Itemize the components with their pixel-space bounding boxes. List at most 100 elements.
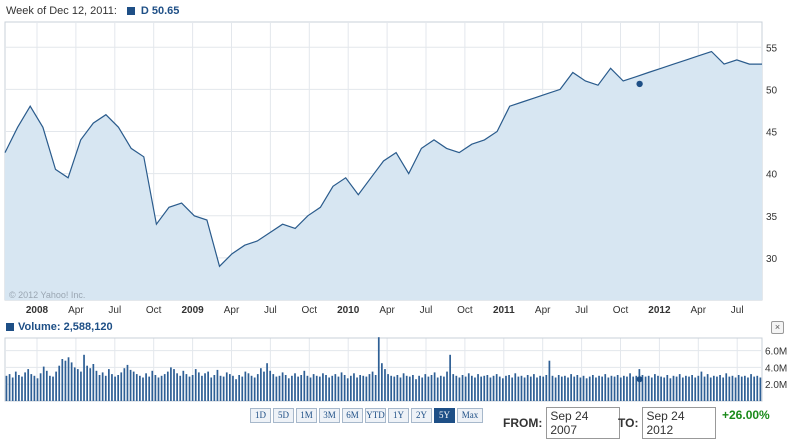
volume-bar (567, 377, 569, 401)
close-volume-button[interactable]: × (771, 321, 784, 334)
range-button-1m[interactable]: 1M (296, 408, 317, 423)
volume-bar (666, 375, 669, 401)
volume-bar (613, 376, 616, 401)
volume-bar (179, 375, 182, 401)
x-axis-ticks: 2008 Apr Jul Oct 2009 Apr Jul Oct 2010 Apr Jul Oct 2… (26, 305, 744, 316)
volume-bar (415, 379, 417, 401)
volume-bar (210, 377, 213, 401)
volume-bar (421, 377, 424, 401)
volume-y-tick-label: 4.0M (765, 363, 787, 374)
to-date-group: TO: Sep 24 2012 (618, 407, 717, 439)
range-button-1d[interactable]: 1D (250, 408, 271, 423)
volume-bar (390, 375, 393, 401)
volume-bar (551, 375, 554, 401)
volume-bar (675, 376, 678, 401)
volume-bar (508, 375, 510, 401)
range-button-2y[interactable]: 2Y (411, 408, 432, 423)
range-button-5y[interactable]: 5Y (434, 408, 455, 423)
volume-bar (554, 377, 557, 401)
volume-bar (579, 377, 582, 401)
volume-bar (573, 376, 576, 401)
volume-bar (629, 373, 631, 401)
volume-bar (570, 374, 572, 401)
volume-bar (359, 375, 362, 401)
volume-bar (560, 376, 563, 401)
volume-bar (706, 374, 709, 401)
volume-bar (76, 369, 79, 401)
volume-bar (700, 371, 703, 401)
from-date-input[interactable]: Sep 24 2007 (546, 407, 621, 439)
volume-bar (467, 373, 470, 401)
volume-bar (287, 378, 290, 401)
range-button-ytd[interactable]: YTD (365, 408, 386, 423)
volume-bar (334, 374, 337, 401)
volume-bar (207, 371, 209, 401)
from-date-group: FROM: Sep 24 2007 (503, 407, 621, 439)
volume-bar (306, 375, 309, 401)
x-tick-label: 2012 (648, 305, 671, 316)
volume-bar (353, 373, 355, 401)
volume-bar (8, 374, 11, 401)
volume-bar (536, 377, 538, 401)
volume-bar (256, 374, 259, 401)
range-button-max[interactable]: Max (457, 408, 483, 423)
x-tick-label: Jul (575, 305, 588, 316)
range-button-3m[interactable]: 3M (319, 408, 340, 423)
volume-bar (650, 377, 653, 401)
volume-bar (194, 369, 197, 401)
volume-bar (542, 376, 545, 401)
volume-highlight-marker (636, 376, 643, 383)
volume-bar (365, 376, 368, 401)
volume-bar (495, 374, 498, 401)
volume-bar (225, 372, 228, 401)
volume-header: Volume: 2,588,120 (6, 321, 113, 333)
volume-bar (601, 376, 603, 401)
volume-bars (5, 337, 762, 401)
volume-bar (384, 369, 386, 401)
volume-bar (430, 375, 433, 401)
volume-bar (712, 375, 715, 401)
volume-bar (709, 377, 712, 401)
x-tick-label: Apr (535, 305, 551, 316)
price-y-ticks: 30 35 40 45 50 55 (766, 43, 778, 265)
volume-bar (489, 377, 492, 401)
volume-bar (427, 376, 430, 401)
volume-bar (498, 376, 501, 401)
volume-bar (591, 375, 594, 401)
volume-bar (514, 373, 517, 401)
volume-bar (213, 375, 216, 401)
price-y-tick-label: 35 (766, 212, 778, 223)
volume-bar (744, 375, 746, 401)
to-date-input[interactable]: Sep 24 2012 (642, 407, 717, 439)
volume-bar (474, 377, 476, 401)
volume-bar (312, 374, 315, 401)
volume-bar (548, 360, 551, 401)
volume-bar (185, 374, 188, 401)
volume-bar (30, 374, 33, 401)
x-tick-label: Oct (613, 305, 629, 316)
volume-bar (303, 370, 306, 401)
x-tick-label: Oct (457, 305, 473, 316)
volume-bar (356, 377, 358, 401)
price-y-tick-label: 50 (766, 85, 778, 96)
range-button-1y[interactable]: 1Y (388, 408, 409, 423)
price-y-tick-label: 30 (766, 254, 778, 265)
volume-bar (188, 376, 191, 401)
volume-bar (325, 375, 327, 401)
volume-panel-frame (4, 337, 763, 402)
volume-bar (734, 377, 737, 401)
x-tick-label: 2010 (337, 305, 360, 316)
volume-bar (83, 354, 85, 401)
volume-bar (461, 375, 464, 401)
volume-bar (644, 376, 647, 401)
x-tick-label: Apr (691, 305, 707, 316)
volume-bar (436, 377, 439, 401)
range-button-5d[interactable]: 5D (273, 408, 294, 423)
highlight-marker (636, 80, 643, 88)
range-button-6m[interactable]: 6M (342, 408, 363, 423)
volume-bar (477, 374, 479, 401)
volume-bar (505, 375, 507, 401)
from-label: FROM: (503, 416, 543, 430)
volume-bar (449, 354, 451, 401)
volume-bar (638, 369, 641, 401)
